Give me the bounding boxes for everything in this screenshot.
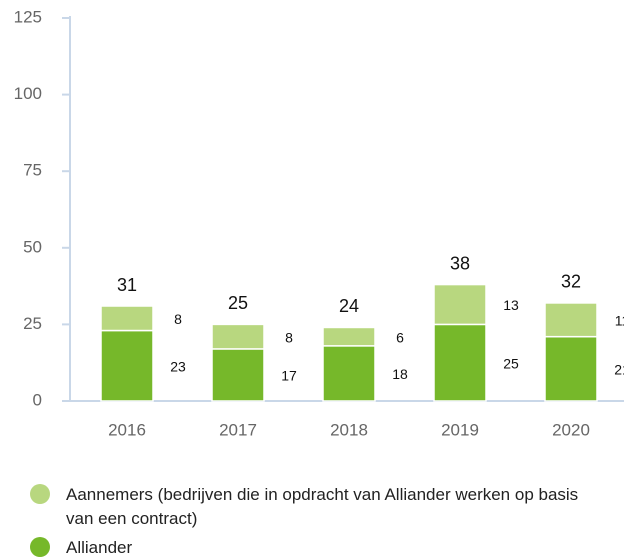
value-label: 6 — [396, 329, 404, 345]
bar-segment — [322, 326, 376, 347]
bar-segment — [433, 283, 487, 326]
x-tick-label: 2016 — [108, 420, 146, 439]
y-tick-label: 50 — [23, 237, 42, 256]
value-label: 18 — [392, 366, 408, 382]
total-label: 24 — [339, 296, 359, 316]
y-tick-label: 100 — [14, 84, 42, 103]
total-label: 38 — [450, 253, 470, 273]
value-label: 11 — [615, 313, 624, 329]
bar-segment — [544, 302, 598, 338]
x-tick-label: 2019 — [441, 420, 479, 439]
bar-segment — [544, 335, 598, 402]
legend-swatch — [30, 484, 50, 504]
bar-segment — [100, 305, 154, 332]
x-tick-label: 2020 — [552, 420, 590, 439]
total-label: 25 — [228, 293, 248, 313]
x-tick-label: 2017 — [219, 420, 257, 439]
value-label: 21 — [614, 362, 624, 378]
bar-segment — [433, 323, 487, 402]
bar-segment — [322, 345, 376, 402]
value-label: 17 — [281, 368, 297, 384]
legend-label: Alliander — [66, 538, 133, 557]
value-label: 23 — [170, 358, 186, 374]
legend-swatch — [30, 537, 50, 557]
x-tick-label: 2018 — [330, 420, 368, 439]
value-label: 13 — [503, 297, 519, 313]
y-tick-label: 0 — [33, 390, 42, 409]
y-tick-label: 25 — [23, 314, 42, 333]
value-label: 8 — [174, 311, 182, 327]
bar-segment — [211, 348, 265, 402]
bar-segment — [100, 329, 154, 402]
total-label: 32 — [561, 272, 581, 292]
y-tick-label: 125 — [14, 7, 42, 26]
total-label: 31 — [117, 275, 137, 295]
legend-label: Aannemers (bedrijven die in opdracht van… — [66, 485, 579, 528]
bar-segment — [211, 323, 265, 350]
value-label: 25 — [503, 355, 519, 371]
value-label: 8 — [285, 329, 293, 345]
y-tick-label: 75 — [23, 161, 42, 180]
